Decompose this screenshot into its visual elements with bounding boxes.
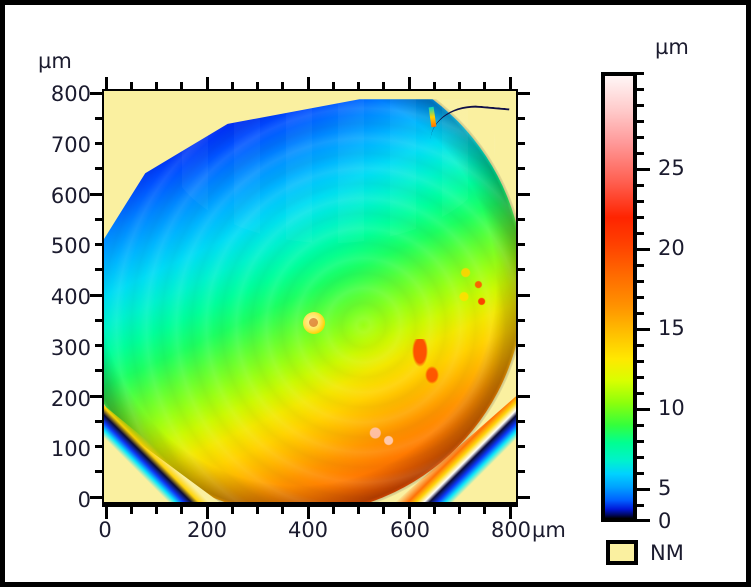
- colorbar-tick-label: 20: [658, 236, 685, 260]
- plot-frame: [102, 89, 518, 504]
- colorbar-tick-label: 15: [658, 316, 685, 340]
- x-tick-label: 600: [389, 518, 431, 542]
- colorbar-gradient: [605, 76, 633, 518]
- y-axis-unit-label: µm: [38, 49, 72, 73]
- x-tick-label: 400: [287, 518, 329, 542]
- noise-patch-bottom: [362, 421, 400, 451]
- x-axis-unit-label: µm: [532, 518, 566, 542]
- colorbar-frame: [601, 72, 637, 522]
- y-tick-label: 100: [50, 437, 91, 461]
- colorbar-unit-label: µm: [655, 35, 689, 59]
- heatmap-image: [104, 91, 516, 502]
- colorbar[interactable]: [601, 72, 650, 522]
- x-tick-label: 200: [186, 518, 228, 542]
- y-tick-label: 200: [50, 387, 91, 411]
- heatmap-plot[interactable]: [90, 77, 530, 519]
- central-spot-core: [309, 318, 318, 327]
- rim-shading: [104, 91, 516, 502]
- y-tick-label: 0: [77, 488, 91, 512]
- colorbar-tick-label: 0: [658, 509, 672, 533]
- interference-fringes: [104, 91, 516, 502]
- noise-patch-right: [456, 263, 488, 311]
- y-tick-label: 600: [50, 184, 91, 208]
- y-tick-label: 300: [50, 336, 91, 360]
- colorbar-tick-label: 5: [658, 476, 672, 500]
- colorbar-tick-label: 25: [658, 156, 685, 180]
- noise-patch-lower-right: [404, 339, 444, 399]
- y-tick-label: 800: [50, 82, 91, 106]
- dome-surface: [104, 91, 516, 502]
- nm-swatch: [606, 540, 638, 565]
- nm-label: NM: [650, 541, 684, 565]
- x-tick-label: 0: [98, 518, 112, 542]
- x-tick-label: 800: [490, 518, 532, 542]
- y-tick-label: 700: [50, 133, 91, 157]
- y-tick-label: 400: [50, 285, 91, 309]
- y-tick-label: 500: [50, 234, 91, 258]
- colorbar-tick-label: 10: [658, 396, 685, 420]
